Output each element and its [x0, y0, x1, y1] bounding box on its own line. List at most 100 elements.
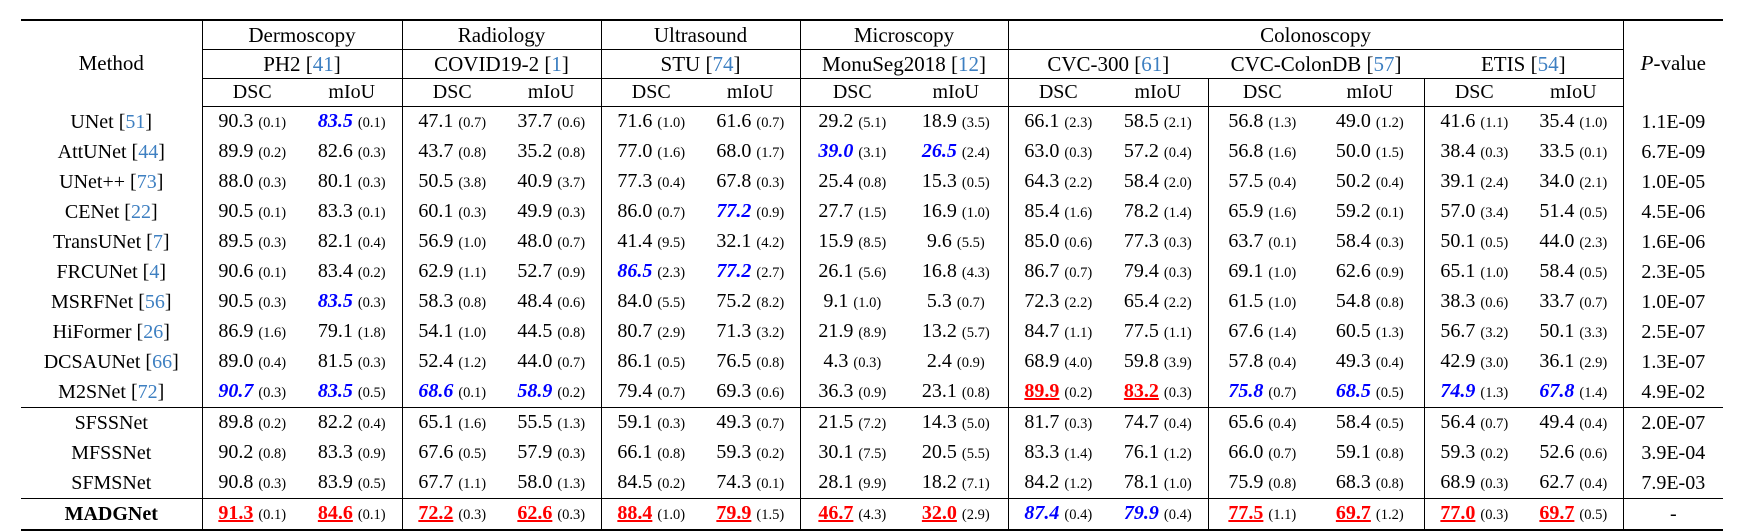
score-mean: 58.9	[517, 380, 553, 402]
score-mean: 86.1	[617, 350, 653, 372]
score-cell: 65.1 (1.6)	[402, 407, 502, 438]
score-cell: 75.8 (0.7)	[1208, 377, 1316, 408]
score-mean: 64.3	[1024, 170, 1060, 192]
citation-link[interactable]: 4	[149, 261, 160, 283]
score-cell: 90.7 (0.3)	[202, 377, 302, 408]
p-value-cell: 1.0E-07	[1641, 291, 1706, 313]
score-mean: 59.3	[1440, 441, 1476, 463]
score-std: (0.6)	[1064, 235, 1093, 251]
score-cell: 29.2 (5.1)	[800, 107, 904, 138]
citation-link[interactable]: 74	[712, 51, 734, 76]
score-mean: 44.5	[517, 320, 553, 342]
score-mean: 16.8	[921, 260, 957, 282]
score-std: (1.0)	[961, 205, 990, 221]
table-row: HiFormer [26] 86.9 (1.6) 79.1 (1.8) 54.1 (1…	[21, 317, 1723, 347]
score-mean: 59.8	[1123, 350, 1159, 372]
table-row: UNet++ [73] 88.0 (0.3) 80.1 (0.3) 50.5 (3.8…	[21, 167, 1723, 197]
score-cell: 77.3 (0.4)	[601, 167, 701, 197]
table-row: AttUNet [44] 89.9 (0.2) 82.6 (0.3) 43.7 (0.…	[21, 137, 1723, 167]
citation-link[interactable]: 44	[138, 141, 159, 163]
citation-link[interactable]: 7	[152, 231, 163, 253]
score-std: (0.9)	[756, 205, 785, 221]
score-cell: 79.9 (0.4)	[1108, 498, 1209, 530]
score-mean: 33.7	[1539, 290, 1575, 312]
score-std: (1.2)	[1375, 507, 1404, 523]
score-mean: 84.2	[1024, 471, 1060, 493]
score-cell: 46.7 (4.3)	[800, 498, 905, 530]
table-row: SFSSNet 89.8 (0.2) 82.2 (0.4) 65.1 (1.6) 55.…	[21, 407, 1724, 438]
score-std: (1.5)	[756, 507, 785, 523]
score-mean: 86.7	[1024, 260, 1060, 282]
dataset-name: PH2	[263, 51, 301, 76]
score-std: (1.6)	[458, 416, 487, 432]
score-cell: 83.3 (0.1)	[302, 197, 403, 227]
score-std: (0.7)	[756, 115, 785, 131]
score-mean: 89.0	[218, 350, 254, 372]
citation-link[interactable]: 56	[144, 291, 165, 313]
score-mean: 49.0	[1335, 110, 1371, 132]
method-cell: MFSSNet	[21, 438, 203, 468]
score-std: (0.7)	[657, 205, 686, 221]
citation-link[interactable]: 57	[1373, 51, 1395, 76]
table-row: TransUNet [7] 89.5 (0.3) 82.1 (0.4) 56.9 (1…	[21, 227, 1723, 257]
score-mean: 63.7	[1228, 230, 1264, 252]
score-cell: 81.5 (0.3)	[302, 347, 403, 377]
score-std: (2.4)	[961, 145, 990, 161]
score-std: (1.6)	[1268, 145, 1297, 161]
score-std: (7.2)	[858, 416, 887, 432]
score-mean: 25.4	[818, 170, 854, 192]
citation-link[interactable]: 41	[312, 51, 334, 76]
citation-link[interactable]: 66	[152, 351, 173, 373]
score-mean: 46.7	[818, 502, 854, 524]
score-std: (0.5)	[1375, 385, 1404, 401]
score-cell: 78.1 (1.0)	[1108, 468, 1209, 499]
method-name: AttUNet	[57, 141, 127, 163]
score-mean: 50.1	[1539, 320, 1575, 342]
citation-link[interactable]: 1	[551, 51, 562, 76]
score-cell: 83.5 (0.1)	[302, 106, 403, 137]
metric-header-dsc: DSC	[402, 78, 502, 107]
score-std: (0.4)	[657, 175, 686, 191]
score-cell: 58.5 (2.1)	[1108, 106, 1209, 137]
score-std: (0.3)	[1163, 265, 1192, 281]
score-std: (0.2)	[557, 385, 586, 401]
score-mean: 52.7	[517, 260, 553, 282]
score-cell: 44.0 (0.7)	[502, 347, 602, 377]
score-cell: 75.2 (8.2)	[701, 287, 801, 317]
score-cell: 79.4 (0.7)	[601, 377, 701, 408]
score-mean: 14.3	[921, 411, 957, 433]
score-cell: 15.9 (8.5)	[800, 227, 904, 257]
score-std: (1.0)	[853, 295, 882, 311]
score-mean: 51.4	[1539, 200, 1575, 222]
score-cell: 55.5 (1.3)	[502, 407, 602, 438]
p-value-cell: 2.5E-07	[1641, 321, 1706, 343]
score-cell: 20.5 (5.5)	[904, 438, 1009, 468]
score-cell: 85.0 (0.6)	[1008, 227, 1108, 257]
score-std: (3.0)	[1480, 355, 1509, 371]
score-cell: 77.0 (1.6)	[601, 137, 701, 167]
score-std: (0.8)	[961, 385, 990, 401]
citation-link[interactable]: 54	[1537, 51, 1559, 76]
citation-link[interactable]: 26	[143, 321, 164, 343]
score-mean: 39.1	[1440, 170, 1476, 192]
score-std: (0.8)	[1375, 295, 1404, 311]
citation-link[interactable]: 72	[137, 381, 158, 403]
score-mean: 56.7	[1440, 320, 1476, 342]
score-mean: 76.5	[716, 350, 752, 372]
score-cell: 90.5 (0.1)	[202, 197, 302, 227]
citation-link[interactable]: 22	[130, 201, 151, 223]
citation-link[interactable]: 61	[1141, 51, 1163, 76]
citation-link[interactable]: 73	[136, 171, 157, 193]
score-cell: 49.0 (1.2)	[1316, 106, 1425, 137]
score-mean: 74.9	[1440, 380, 1476, 402]
metric-header-dsc: DSC	[202, 78, 302, 107]
citation-link[interactable]: 51	[125, 110, 146, 133]
score-mean: 77.5	[1123, 320, 1159, 342]
citation-link[interactable]: 12	[957, 51, 979, 76]
score-cell: 57.9 (0.3)	[502, 438, 602, 468]
score-cell: 51.4 (0.5)	[1524, 197, 1624, 227]
score-cell: 68.6 (0.1)	[402, 377, 502, 408]
score-std: (2.2)	[1064, 175, 1093, 191]
score-mean: 65.1	[418, 411, 454, 433]
score-cell: 90.2 (0.8)	[202, 438, 302, 468]
